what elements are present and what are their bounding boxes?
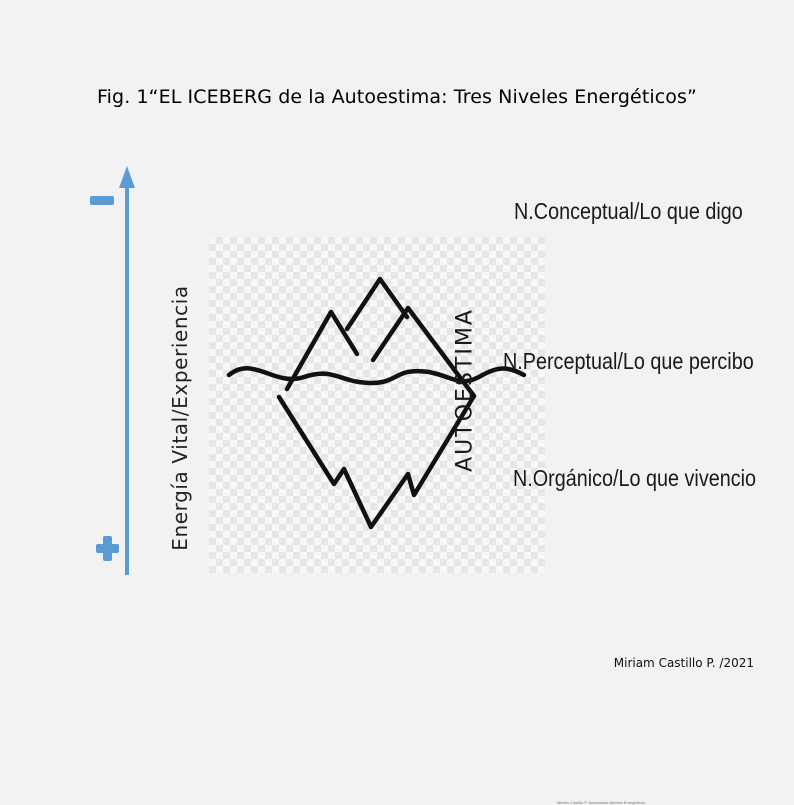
minus-icon — [90, 196, 114, 205]
energy-axis — [90, 166, 135, 575]
iceberg-footnote: Miriam Castillo P. Autoestima Niveles En… — [557, 800, 645, 805]
level-organico: N.Orgánico/Lo que vivencio — [513, 465, 757, 491]
iceberg-drawing — [226, 276, 527, 530]
autoestima-label: AUTOESTIMA — [452, 308, 478, 472]
iceberg-image: Miriam Castillo P. Autoestima Niveles En… — [209, 237, 645, 805]
iceberg-peak-left — [284, 309, 360, 392]
author-credit: Miriam Castillo P. /2021 — [613, 656, 754, 670]
level-perceptual: N.Perceptual/Lo que percibo — [503, 348, 754, 374]
figure-title: Fig. 1“EL ICEBERG de la Autoestima: Tres… — [97, 86, 697, 108]
plus-icon — [96, 536, 119, 561]
iceberg-underwater-body — [276, 393, 477, 530]
iceberg-peak-center — [344, 276, 410, 332]
energy-axis-label: Energía Vital/Experiencia — [168, 285, 192, 551]
water-wave — [226, 366, 527, 386]
level-conceptual: N.Conceptual/Lo que digo — [514, 198, 743, 224]
energy-arrow-head — [119, 166, 135, 188]
iceberg-inner-line — [370, 305, 477, 399]
